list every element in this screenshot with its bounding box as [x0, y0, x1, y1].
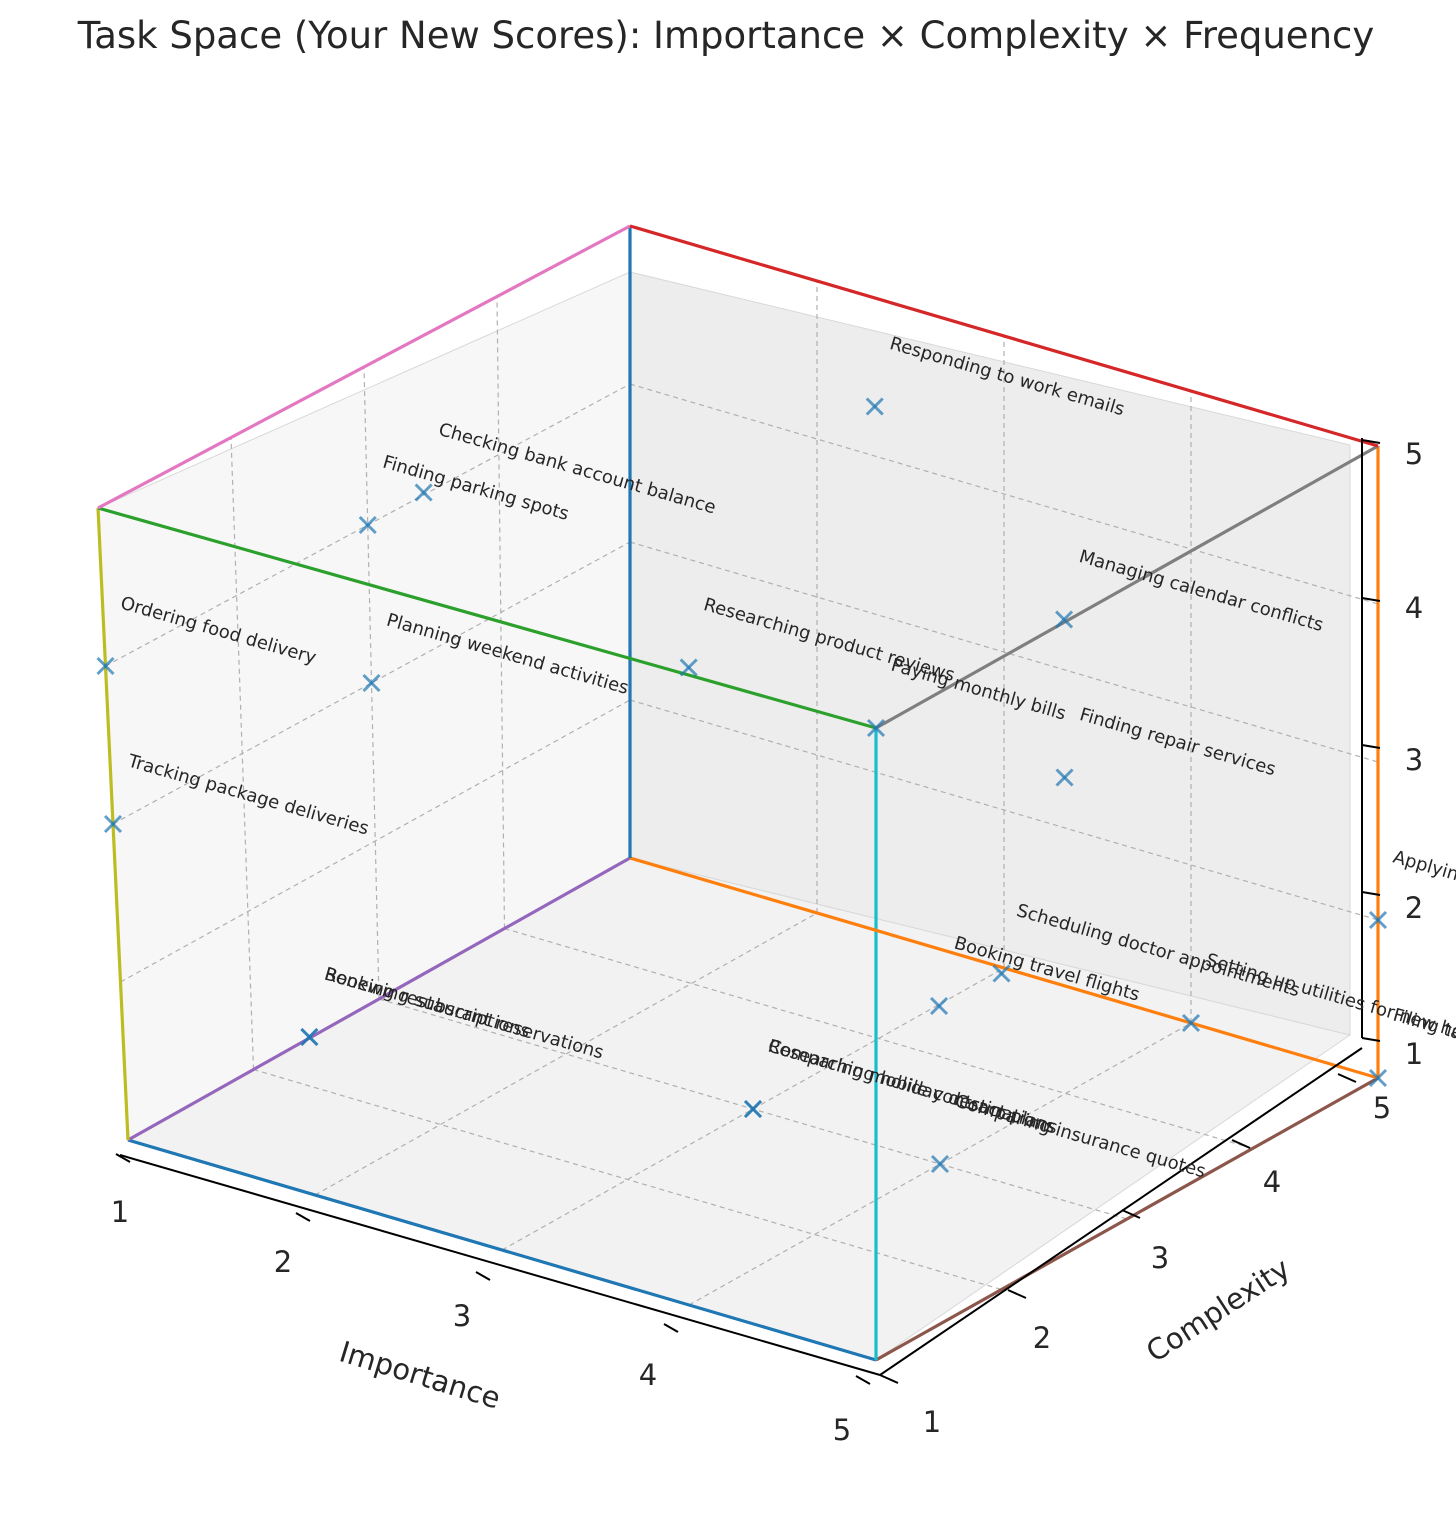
cube-edge	[629, 856, 1379, 1080]
point-marker	[1181, 1013, 1201, 1033]
point-label: Applying fo	[1391, 847, 1456, 895]
point-marker	[300, 1027, 319, 1047]
z-tick-mark	[1361, 744, 1381, 749]
y-tick-label: 1	[923, 1405, 941, 1439]
y-tick-mark	[1231, 1139, 1251, 1149]
point-marker	[866, 718, 886, 738]
y-tick-label: 5	[1373, 1091, 1391, 1125]
point-marker	[414, 483, 433, 502]
point-marker	[358, 515, 377, 535]
z-ticks: 1 2 3 4 5	[1361, 437, 1423, 1071]
point-marker	[96, 656, 115, 676]
grid-line	[688, 1022, 1192, 1306]
grid-line	[314, 912, 818, 1196]
y-tick-mark	[1121, 1209, 1141, 1219]
y-axis-line	[879, 1047, 1363, 1376]
background-panes	[97, 271, 1352, 1361]
x-tick-mark	[115, 1153, 131, 1163]
point-label: Filing tax returns	[1391, 1005, 1456, 1067]
point-marker	[1368, 1068, 1388, 1088]
grid-line	[629, 383, 1379, 605]
cube-edge	[97, 224, 631, 510]
z-tick-mark	[1361, 597, 1381, 602]
chart-title: Task Space (Your New Scores): Importance…	[77, 14, 1375, 57]
cube-edge	[875, 444, 1379, 730]
y-ticks: 1 2 3 4 5	[879, 1073, 1391, 1439]
x-axis-label: Importance	[336, 1334, 505, 1415]
point-marker	[930, 996, 949, 1016]
z-tick-label: 4	[1405, 591, 1423, 625]
x-tick-mark	[663, 1323, 679, 1333]
z-tick-label: 3	[1405, 743, 1423, 777]
x-axis-line	[119, 1154, 881, 1376]
cube-edge	[97, 506, 877, 730]
grid-line	[501, 967, 1005, 1251]
x-tick-label: 3	[453, 1299, 471, 1333]
y-tick-label: 2	[1033, 1321, 1051, 1355]
point-marker	[1368, 910, 1388, 930]
point-marker	[1055, 610, 1074, 629]
x-tick-label: 2	[274, 1245, 292, 1279]
x-tick-label: 5	[833, 1413, 851, 1447]
x-tick-mark	[295, 1212, 311, 1222]
z-tick-label: 2	[1405, 891, 1423, 925]
y-tick-mark	[879, 1374, 899, 1384]
x-tick-label: 4	[639, 1358, 657, 1392]
cube-edge	[875, 1076, 1379, 1362]
point-marker	[743, 1099, 763, 1119]
x-ticks: 1 2 3 4 5	[111, 1153, 871, 1447]
grid-line	[504, 927, 1253, 1150]
cube-edge	[127, 856, 631, 1142]
axes	[119, 438, 1363, 1376]
point-marker	[930, 1154, 950, 1174]
cube-edge	[629, 224, 1379, 448]
point-marker	[362, 673, 381, 693]
y-tick-mark	[1337, 1073, 1357, 1083]
point-marker	[1055, 768, 1074, 787]
y-tick-mark	[1007, 1289, 1027, 1299]
z-tick-label: 1	[1405, 1037, 1423, 1071]
cube-edge	[127, 1138, 877, 1362]
point-marker	[992, 964, 1011, 983]
y-tick-label: 3	[1151, 1241, 1169, 1275]
y-tick-label: 4	[1263, 1165, 1281, 1199]
z-tick-label: 5	[1405, 437, 1423, 471]
z-tick-mark	[1361, 891, 1381, 896]
x-tick-mark	[855, 1375, 871, 1385]
x-tick-label: 1	[111, 1195, 129, 1229]
point-marker	[679, 658, 698, 677]
z-tick-mark	[1361, 1037, 1381, 1042]
x-tick-mark	[475, 1271, 491, 1281]
z-tick-mark	[1361, 439, 1381, 444]
point-marker	[103, 814, 123, 834]
grid-line	[112, 541, 631, 825]
point-marker	[865, 397, 884, 416]
grid-line	[120, 699, 631, 983]
grid-line	[496, 296, 506, 929]
